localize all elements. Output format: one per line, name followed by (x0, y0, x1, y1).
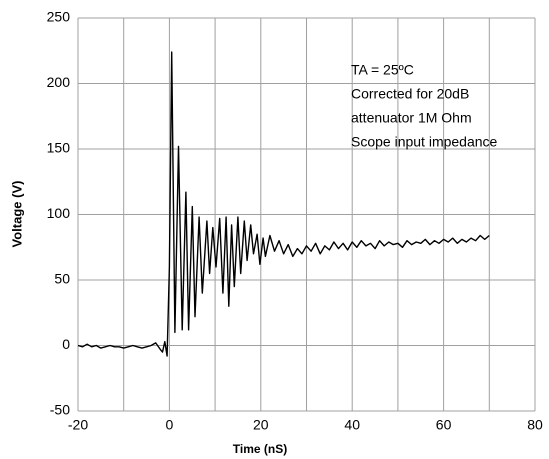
x-axis-label: Time (nS) (233, 442, 287, 456)
annotation: TA = 25ºC (351, 62, 414, 78)
y-tick-label: 250 (47, 9, 71, 25)
annotation: Scope input impedance (351, 134, 498, 150)
y-axis-label: Voltage (V) (9, 181, 24, 248)
y-tick-label: 150 (47, 140, 71, 156)
y-tick-label: 50 (54, 271, 70, 287)
x-tick-label: 20 (253, 417, 269, 433)
x-tick-label: 80 (527, 417, 543, 433)
data-line (77, 51, 490, 357)
y-tick-label: 100 (47, 205, 71, 221)
y-tick-label: 200 (47, 74, 71, 90)
annotation: Corrected for 20dB (351, 86, 469, 102)
x-tick-label: -20 (68, 417, 88, 433)
y-tick-label: -50 (50, 402, 70, 418)
x-tick-label: 40 (344, 417, 360, 433)
y-tick-label: 0 (62, 336, 70, 352)
x-tick-label: 0 (166, 417, 174, 433)
annotation: attenuator 1M Ohm (351, 110, 472, 126)
x-tick-label: 60 (436, 417, 452, 433)
